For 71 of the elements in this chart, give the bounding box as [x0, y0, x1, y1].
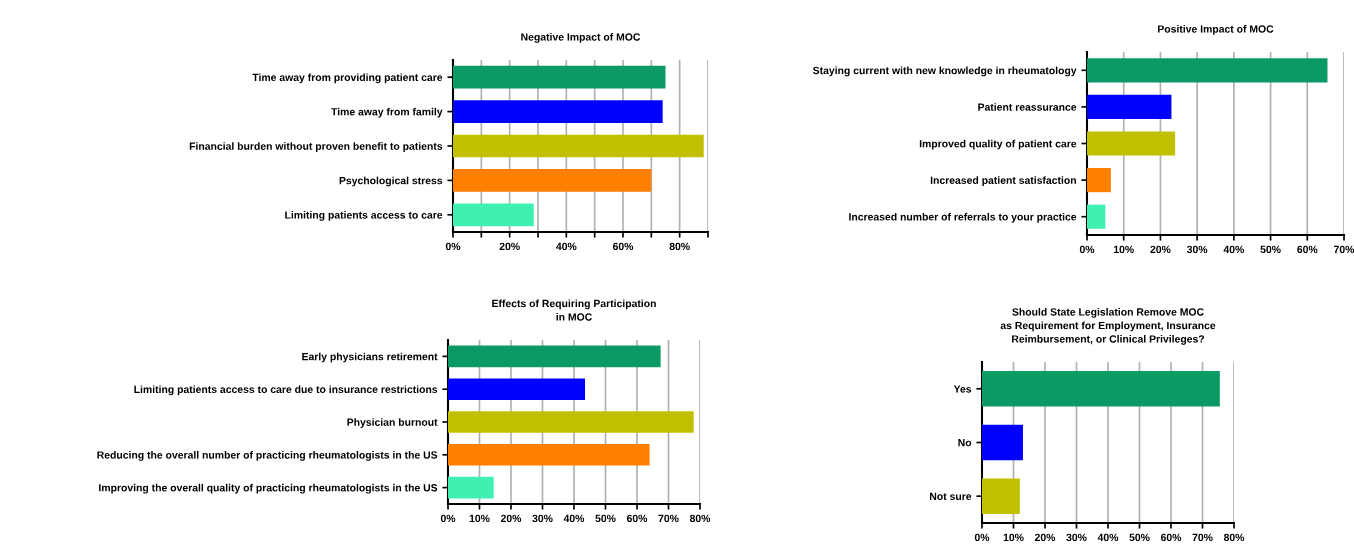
y-tick-label: No [958, 439, 972, 447]
x-tick-label: 80% [669, 242, 690, 251]
x-tick-label: 80% [689, 514, 711, 523]
bar [448, 411, 694, 433]
x-tick-label: 80% [1223, 533, 1245, 542]
x-tick-label: 20% [499, 242, 520, 251]
x-tick-label: 30% [532, 514, 553, 523]
x-tick-label: 40% [556, 242, 577, 251]
y-tick-label: Increased patient satisfaction [930, 176, 1076, 187]
chart-title: Effects of Requiring Participation in MOC [492, 299, 656, 321]
x-tick-label: 10% [1113, 245, 1134, 254]
x-tick-label: 30% [1066, 533, 1087, 542]
bar [1087, 204, 1106, 229]
x-tick-label: 40% [1223, 245, 1245, 254]
bar [1087, 94, 1172, 119]
x-tick-label: 60% [612, 242, 634, 251]
y-tick-label: Time away from providing patient care [252, 73, 443, 84]
y-tick-label: Early physicians retirement [302, 352, 438, 363]
x-tick-label: 40% [563, 514, 585, 523]
x-tick-label: 20% [1150, 245, 1171, 254]
bar [448, 378, 586, 401]
bar [453, 100, 663, 123]
y-tick-label: Reducing the overall number of practicing rheumatologists in the US [97, 451, 438, 461]
y-tick-label: Psychological stress [339, 176, 443, 187]
bar [448, 476, 494, 499]
y-tick-label: Improving the overall quality of practicing rheumatologists in the US [99, 483, 438, 494]
x-tick-label: 10% [469, 514, 490, 523]
x-tick-label: 60% [626, 514, 648, 523]
y-tick-label: Financial burden without proven benefit to patients [189, 142, 443, 152]
x-tick-label: 0% [445, 242, 461, 251]
x-tick-label: 20% [500, 514, 522, 523]
x-tick-label: 0% [1079, 245, 1095, 254]
x-tick-label: 60% [1160, 533, 1182, 542]
x-tick-label: 70% [1192, 533, 1213, 542]
chart-title: Should State Legislation Remove MOC as Requirement for Employment, Insurance Reimbursement, or Clinical Privileges? [1000, 307, 1216, 345]
x-tick-label: 0% [974, 533, 990, 542]
x-tick-label: 60% [1297, 245, 1318, 254]
y-tick-label: Yes [953, 385, 972, 393]
y-tick-label: Physician burnout [347, 418, 438, 428]
bar [982, 424, 1023, 461]
y-tick-label: Limiting patients access to care due to insurance restrictions [134, 385, 438, 396]
chart-title: Negative Impact of MOC [521, 33, 641, 43]
y-tick-label: Improved quality of patient care [919, 139, 1077, 150]
bar [453, 134, 704, 158]
x-tick-label: 70% [1334, 245, 1354, 254]
y-tick-label: Limiting patients access to care [285, 211, 443, 221]
bar [1087, 131, 1176, 156]
bar [453, 169, 652, 192]
bar [448, 443, 650, 466]
x-tick-label: 30% [1186, 245, 1208, 254]
bar [982, 371, 1220, 407]
bar [453, 203, 534, 227]
y-tick-label: Patient reassurance [978, 103, 1077, 111]
bar [1087, 58, 1328, 83]
x-tick-label: 50% [1260, 245, 1281, 254]
x-tick-label: 70% [658, 514, 679, 523]
bar [1087, 168, 1111, 193]
x-tick-label: 20% [1034, 533, 1056, 542]
bar [982, 478, 1020, 514]
x-tick-label: 50% [595, 514, 616, 523]
y-tick-label: Staying current with new knowledge in rheumatology [812, 66, 1077, 77]
bar [453, 65, 666, 89]
y-tick-label: Not sure [930, 492, 972, 501]
x-tick-label: 40% [1097, 533, 1119, 542]
y-tick-label: Increased number of referrals to your practice [849, 212, 1077, 223]
x-tick-label: 0% [440, 514, 456, 523]
bar [448, 345, 661, 368]
y-tick-label: Time away from family [331, 107, 443, 118]
x-tick-label: 50% [1129, 533, 1150, 542]
chart-title: Positive Impact of MOC [1158, 25, 1274, 35]
x-tick-label: 10% [1003, 533, 1024, 542]
